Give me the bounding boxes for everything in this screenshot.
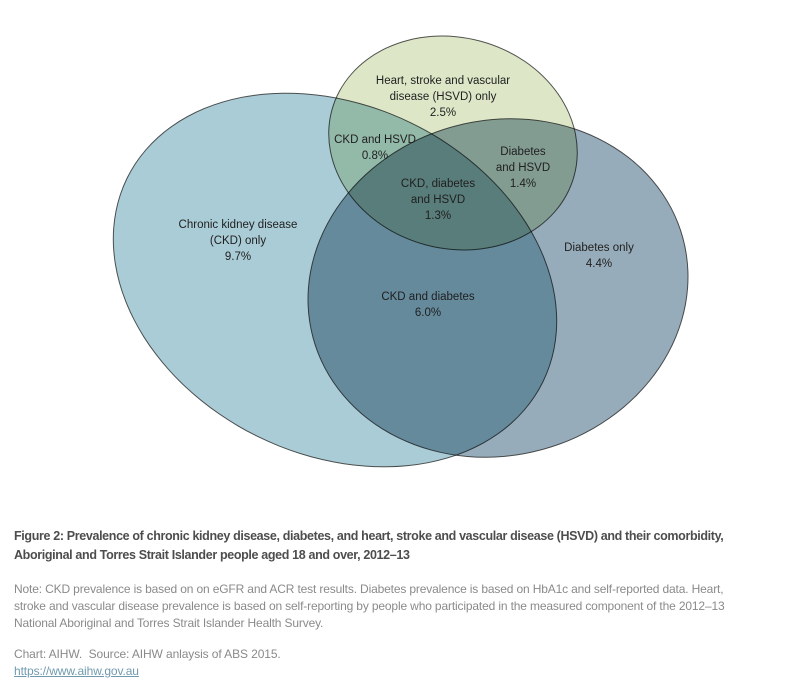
venn-label-diabetes-and-hsvd: Diabetes and HSVD 1.4% (495, 146, 551, 190)
figure-note: Note: CKD prevalence is based on on eGFR… (14, 582, 725, 630)
venn-label-ckd-only: Chronic kidney disease (CKD) only 9.7% (178, 219, 298, 263)
venn-label-ckd-diabetes-and-hsvd: CKD, diabetes and HSVD 1.3% (400, 178, 476, 222)
source-link[interactable]: https://www.aihw.gov.au (14, 664, 139, 678)
figure-credit: Chart: AIHW. Source: AIHW anlaysis of AB… (14, 647, 281, 661)
venn-label-ckd-and-diabetes: CKD and diabetes 6.0% (381, 291, 475, 319)
venn-label-ckd-and-hsvd: CKD and HSVD 0.8% (334, 134, 416, 162)
figure-caption: Figure 2: Prevalence of chronic kidney d… (14, 529, 724, 562)
venn-label-hsvd-only: Heart, stroke and vascular disease (HSVD… (375, 75, 511, 119)
venn-label-diabetes-only: Diabetes only 4.4% (564, 242, 634, 270)
